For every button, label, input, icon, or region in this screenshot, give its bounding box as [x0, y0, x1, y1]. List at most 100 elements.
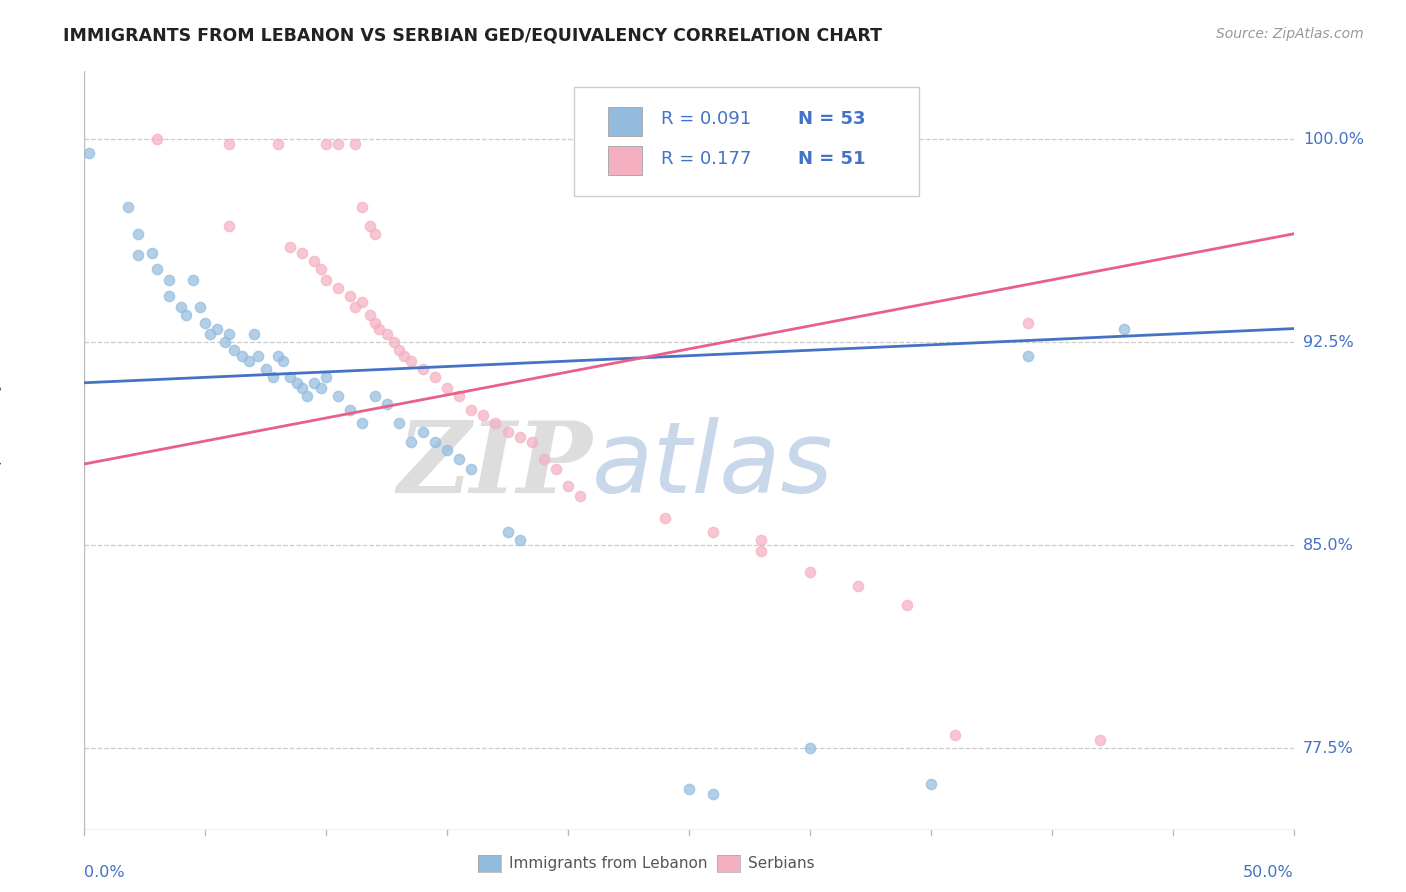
Point [302, 376, 325, 390]
Point [311, 262, 333, 277]
Point [295, 389, 318, 403]
Point [146, 132, 169, 146]
Point [484, 417, 506, 431]
Point [291, 245, 314, 260]
Point [170, 300, 193, 314]
Point [412, 362, 434, 376]
Point [496, 425, 519, 439]
Point [702, 524, 724, 539]
Point [460, 402, 482, 417]
Text: 0.0%: 0.0% [84, 864, 125, 880]
Point [157, 273, 180, 287]
Point [460, 462, 482, 476]
Point [359, 308, 381, 322]
Point [207, 321, 229, 335]
Text: IMMIGRANTS FROM LEBANON VS SERBIAN GED/EQUIVALENCY CORRELATION CHART: IMMIGRANTS FROM LEBANON VS SERBIAN GED/E… [63, 27, 883, 45]
Point [302, 253, 325, 268]
Point [702, 788, 724, 802]
Point [174, 308, 197, 322]
Point [1017, 349, 1039, 363]
Point [569, 490, 592, 504]
Text: R = 0.177: R = 0.177 [661, 150, 751, 168]
Point [328, 281, 350, 295]
Point [238, 354, 260, 368]
Point [399, 435, 422, 450]
Point [943, 728, 966, 742]
Point [751, 543, 773, 558]
Text: R = 0.091: R = 0.091 [661, 110, 751, 128]
Point [382, 335, 405, 350]
Point [315, 273, 337, 287]
Point [352, 294, 374, 309]
Point [339, 402, 361, 417]
Point [375, 397, 398, 411]
Point [799, 741, 821, 756]
Point [423, 435, 446, 450]
Point [751, 533, 773, 547]
Point [328, 137, 350, 152]
Point [920, 776, 942, 790]
Point [291, 381, 314, 395]
Point [157, 289, 180, 303]
Point [678, 781, 700, 796]
Text: N = 53: N = 53 [797, 110, 865, 128]
Point [344, 300, 367, 314]
Point [117, 200, 139, 214]
Point [218, 326, 240, 341]
Text: 77.5%: 77.5% [1303, 741, 1354, 756]
Point [533, 451, 555, 466]
Text: 92.5%: 92.5% [1303, 334, 1354, 350]
Point [388, 343, 411, 358]
Point [1088, 733, 1111, 747]
Point [375, 326, 398, 341]
Point [359, 219, 381, 233]
Point [557, 478, 579, 492]
Text: atlas: atlas [592, 417, 834, 514]
Point [127, 227, 149, 241]
Point [509, 533, 531, 547]
Point [127, 248, 149, 262]
Point [436, 381, 458, 395]
Point [846, 579, 869, 593]
Point [344, 137, 367, 152]
Point [190, 300, 212, 314]
Point [472, 409, 495, 423]
Point [146, 262, 169, 277]
Point [218, 219, 240, 233]
Point [194, 316, 217, 330]
Point [247, 349, 270, 363]
FancyBboxPatch shape [574, 87, 918, 196]
Text: 50.0%: 50.0% [1243, 864, 1294, 880]
Point [388, 417, 411, 431]
Point [654, 511, 676, 525]
Point [363, 389, 385, 403]
Text: GED/Equivalency: GED/Equivalency [0, 379, 1, 522]
Text: Source: ZipAtlas.com: Source: ZipAtlas.com [1216, 27, 1364, 41]
Point [214, 335, 236, 350]
Point [315, 137, 337, 152]
Point [262, 370, 284, 384]
Point [392, 349, 415, 363]
Point [198, 326, 221, 341]
Point [1114, 321, 1136, 335]
Point [271, 354, 294, 368]
Point [285, 376, 308, 390]
Point [218, 137, 240, 152]
Text: Serbians: Serbians [748, 856, 814, 871]
Point [141, 245, 163, 260]
Point [231, 349, 253, 363]
Point [278, 370, 301, 384]
Point [412, 425, 434, 439]
Point [181, 273, 204, 287]
Point [449, 451, 471, 466]
Point [1017, 316, 1039, 330]
Point [77, 145, 100, 160]
Point [363, 316, 385, 330]
Point [311, 381, 333, 395]
Point [436, 443, 458, 458]
Point [328, 389, 350, 403]
Text: ZIP: ZIP [398, 417, 592, 514]
Point [544, 462, 567, 476]
Text: 100.0%: 100.0% [1303, 131, 1364, 146]
Point [520, 435, 543, 450]
